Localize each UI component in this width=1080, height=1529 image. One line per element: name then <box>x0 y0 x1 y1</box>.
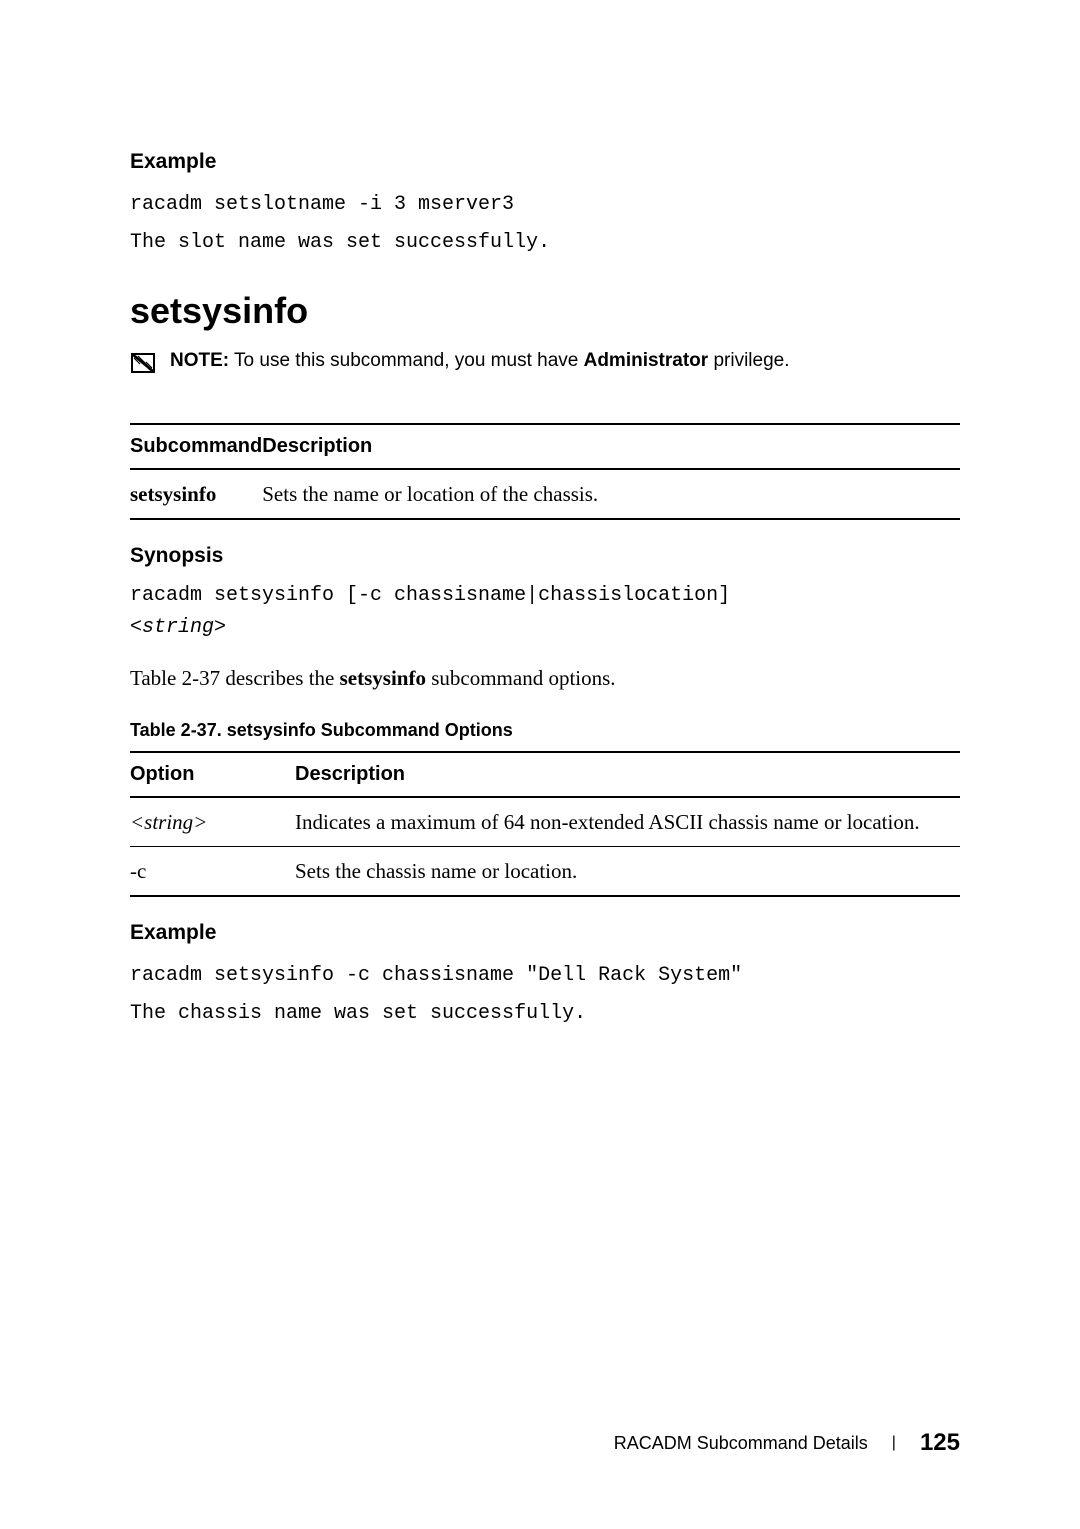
note-prefix: To use this subcommand, you must have <box>229 350 584 371</box>
options-table: Option Description <string> Indicates a … <box>130 751 960 898</box>
synopsis-line1: racadm setsysinfo [-c chassisname|chassi… <box>130 580 960 612</box>
synopsis-line2: <string> <box>130 612 960 644</box>
th-subcommand: Subcommand <box>130 424 262 469</box>
synopsis-open: < <box>130 616 142 639</box>
td-option2: -c <box>130 847 295 897</box>
table2-caption: Table 2-37. setsysinfo Subcommand Option… <box>130 720 960 741</box>
td-description: Sets the name or location of the chassis… <box>262 469 960 519</box>
td-subcommand: setsysinfo <box>130 469 262 519</box>
footer-title: RACADM Subcommand Details <box>614 1433 868 1454</box>
note-label: NOTE: <box>170 350 229 371</box>
synopsis-code: racadm setsysinfo [-c chassisname|chassi… <box>130 580 960 644</box>
example1-heading: Example <box>130 150 960 174</box>
example2-code: racadm setsysinfo -c chassisname "Dell R… <box>130 957 960 1033</box>
example1-line2: The slot name was set successfully. <box>130 224 960 262</box>
note-bold: Administrator <box>584 350 709 371</box>
td-desc2: Sets the chassis name or location. <box>295 847 960 897</box>
page-footer: RACADM Subcommand Details | 125 <box>614 1429 960 1457</box>
table-row: setsysinfo Sets the name or location of … <box>130 469 960 519</box>
tableref-prefix: Table 2-37 describes the <box>130 666 340 690</box>
synopsis-ital: string <box>142 616 214 639</box>
tableref-suffix: subcommand options. <box>426 666 616 690</box>
table-reference: Table 2-37 describes the setsysinfo subc… <box>130 664 960 693</box>
tableref-bold: setsysinfo <box>340 666 426 690</box>
footer-divider: | <box>892 1434 896 1452</box>
opt-close: > <box>193 810 207 834</box>
td-desc1: Indicates a maximum of 64 non-extended A… <box>295 797 960 847</box>
footer-pagenum: 125 <box>920 1429 960 1457</box>
page-content: Example racadm setslotname -i 3 mserver3… <box>0 0 1080 1033</box>
note-icon <box>130 352 156 379</box>
subcommand-table: Subcommand Description setsysinfo Sets t… <box>130 423 960 520</box>
example2-heading: Example <box>130 921 960 945</box>
example1-code: racadm setslotname -i 3 mserver3 The slo… <box>130 186 960 262</box>
example2-line1: racadm setsysinfo -c chassisname "Dell R… <box>130 957 960 995</box>
table-header-row: Subcommand Description <box>130 424 960 469</box>
synopsis-heading: Synopsis <box>130 544 960 568</box>
command-title: setsysinfo <box>130 290 960 332</box>
note-text: NOTE: To use this subcommand, you must h… <box>170 350 790 372</box>
td-option1: <string> <box>130 797 295 847</box>
table2-row2: -c Sets the chassis name or location. <box>130 847 960 897</box>
note-block: NOTE: To use this subcommand, you must h… <box>130 350 960 379</box>
example2-line2: The chassis name was set successfully. <box>130 995 960 1033</box>
th-option: Option <box>130 752 295 797</box>
th-description: Description <box>262 424 960 469</box>
example1-line1: racadm setslotname -i 3 mserver3 <box>130 186 960 224</box>
table2-header-row: Option Description <box>130 752 960 797</box>
table2-row1: <string> Indicates a maximum of 64 non-e… <box>130 797 960 847</box>
th-option-desc: Description <box>295 752 960 797</box>
opt-open: < <box>130 810 144 834</box>
caption-rest: setsysinfo Subcommand Options <box>222 720 513 740</box>
opt-ital: string <box>144 810 193 834</box>
synopsis-close: > <box>214 616 226 639</box>
caption-prefix: Table 2-37. <box>130 720 222 740</box>
note-suffix: privilege. <box>708 350 789 371</box>
